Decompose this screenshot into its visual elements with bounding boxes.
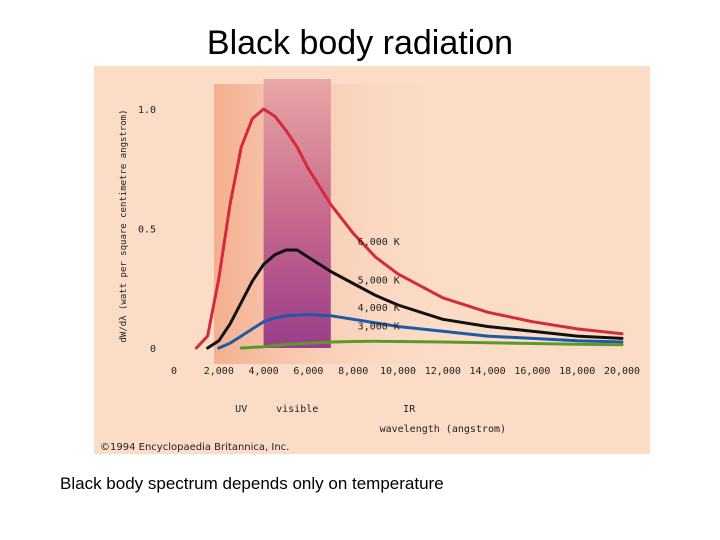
- series-line: [217, 313, 624, 350]
- series-line: [194, 107, 624, 350]
- slide-caption: Black body spectrum depends only on temp…: [60, 474, 444, 493]
- region-label: IR: [403, 404, 416, 415]
- series-line: [239, 339, 624, 350]
- x-tick-label: 8,000: [338, 366, 368, 377]
- series-label: 5,000 K: [358, 275, 400, 286]
- y-tick-label: 0: [150, 344, 156, 355]
- y-tick-label: 0.5: [138, 225, 156, 236]
- x-tick-label: 14,000: [470, 366, 506, 377]
- y-tick-label: 1.0: [138, 105, 156, 116]
- visible-band: [263, 79, 331, 348]
- x-tick-label: 2,000: [204, 366, 234, 377]
- series-line: [206, 248, 624, 350]
- slide-title: Black body radiation: [206, 24, 514, 62]
- x-tick-label: 20,000: [604, 366, 640, 377]
- x-tick-label: 4,000: [249, 366, 279, 377]
- x-tick-label: 16,000: [514, 366, 550, 377]
- chart-canvas: dW/dλ (watt per square centimetre angstr…: [100, 79, 640, 453]
- x-tick-label: 0: [171, 366, 177, 377]
- x-tick-label: 18,000: [559, 366, 595, 377]
- x-tick-label: 10,000: [380, 366, 416, 377]
- chart-figure: dW/dλ (watt per square centimetre angstr…: [94, 66, 650, 454]
- x-tick-label: 6,000: [293, 366, 323, 377]
- region-label: visible: [276, 404, 318, 415]
- y-axis-label: dW/dλ (watt per square centimetre angstr…: [119, 110, 129, 343]
- x-axis-label: wavelength (angstrom): [380, 424, 506, 435]
- series-label: 6,000 K: [358, 237, 400, 248]
- series-label: 4,000 K: [358, 303, 400, 314]
- series-label: 3,000 K: [358, 321, 400, 332]
- copyright-text: ©1994 Encyclopaedia Britannica, Inc.: [100, 442, 289, 453]
- x-tick-label: 12,000: [425, 366, 461, 377]
- region-label: UV: [235, 404, 247, 415]
